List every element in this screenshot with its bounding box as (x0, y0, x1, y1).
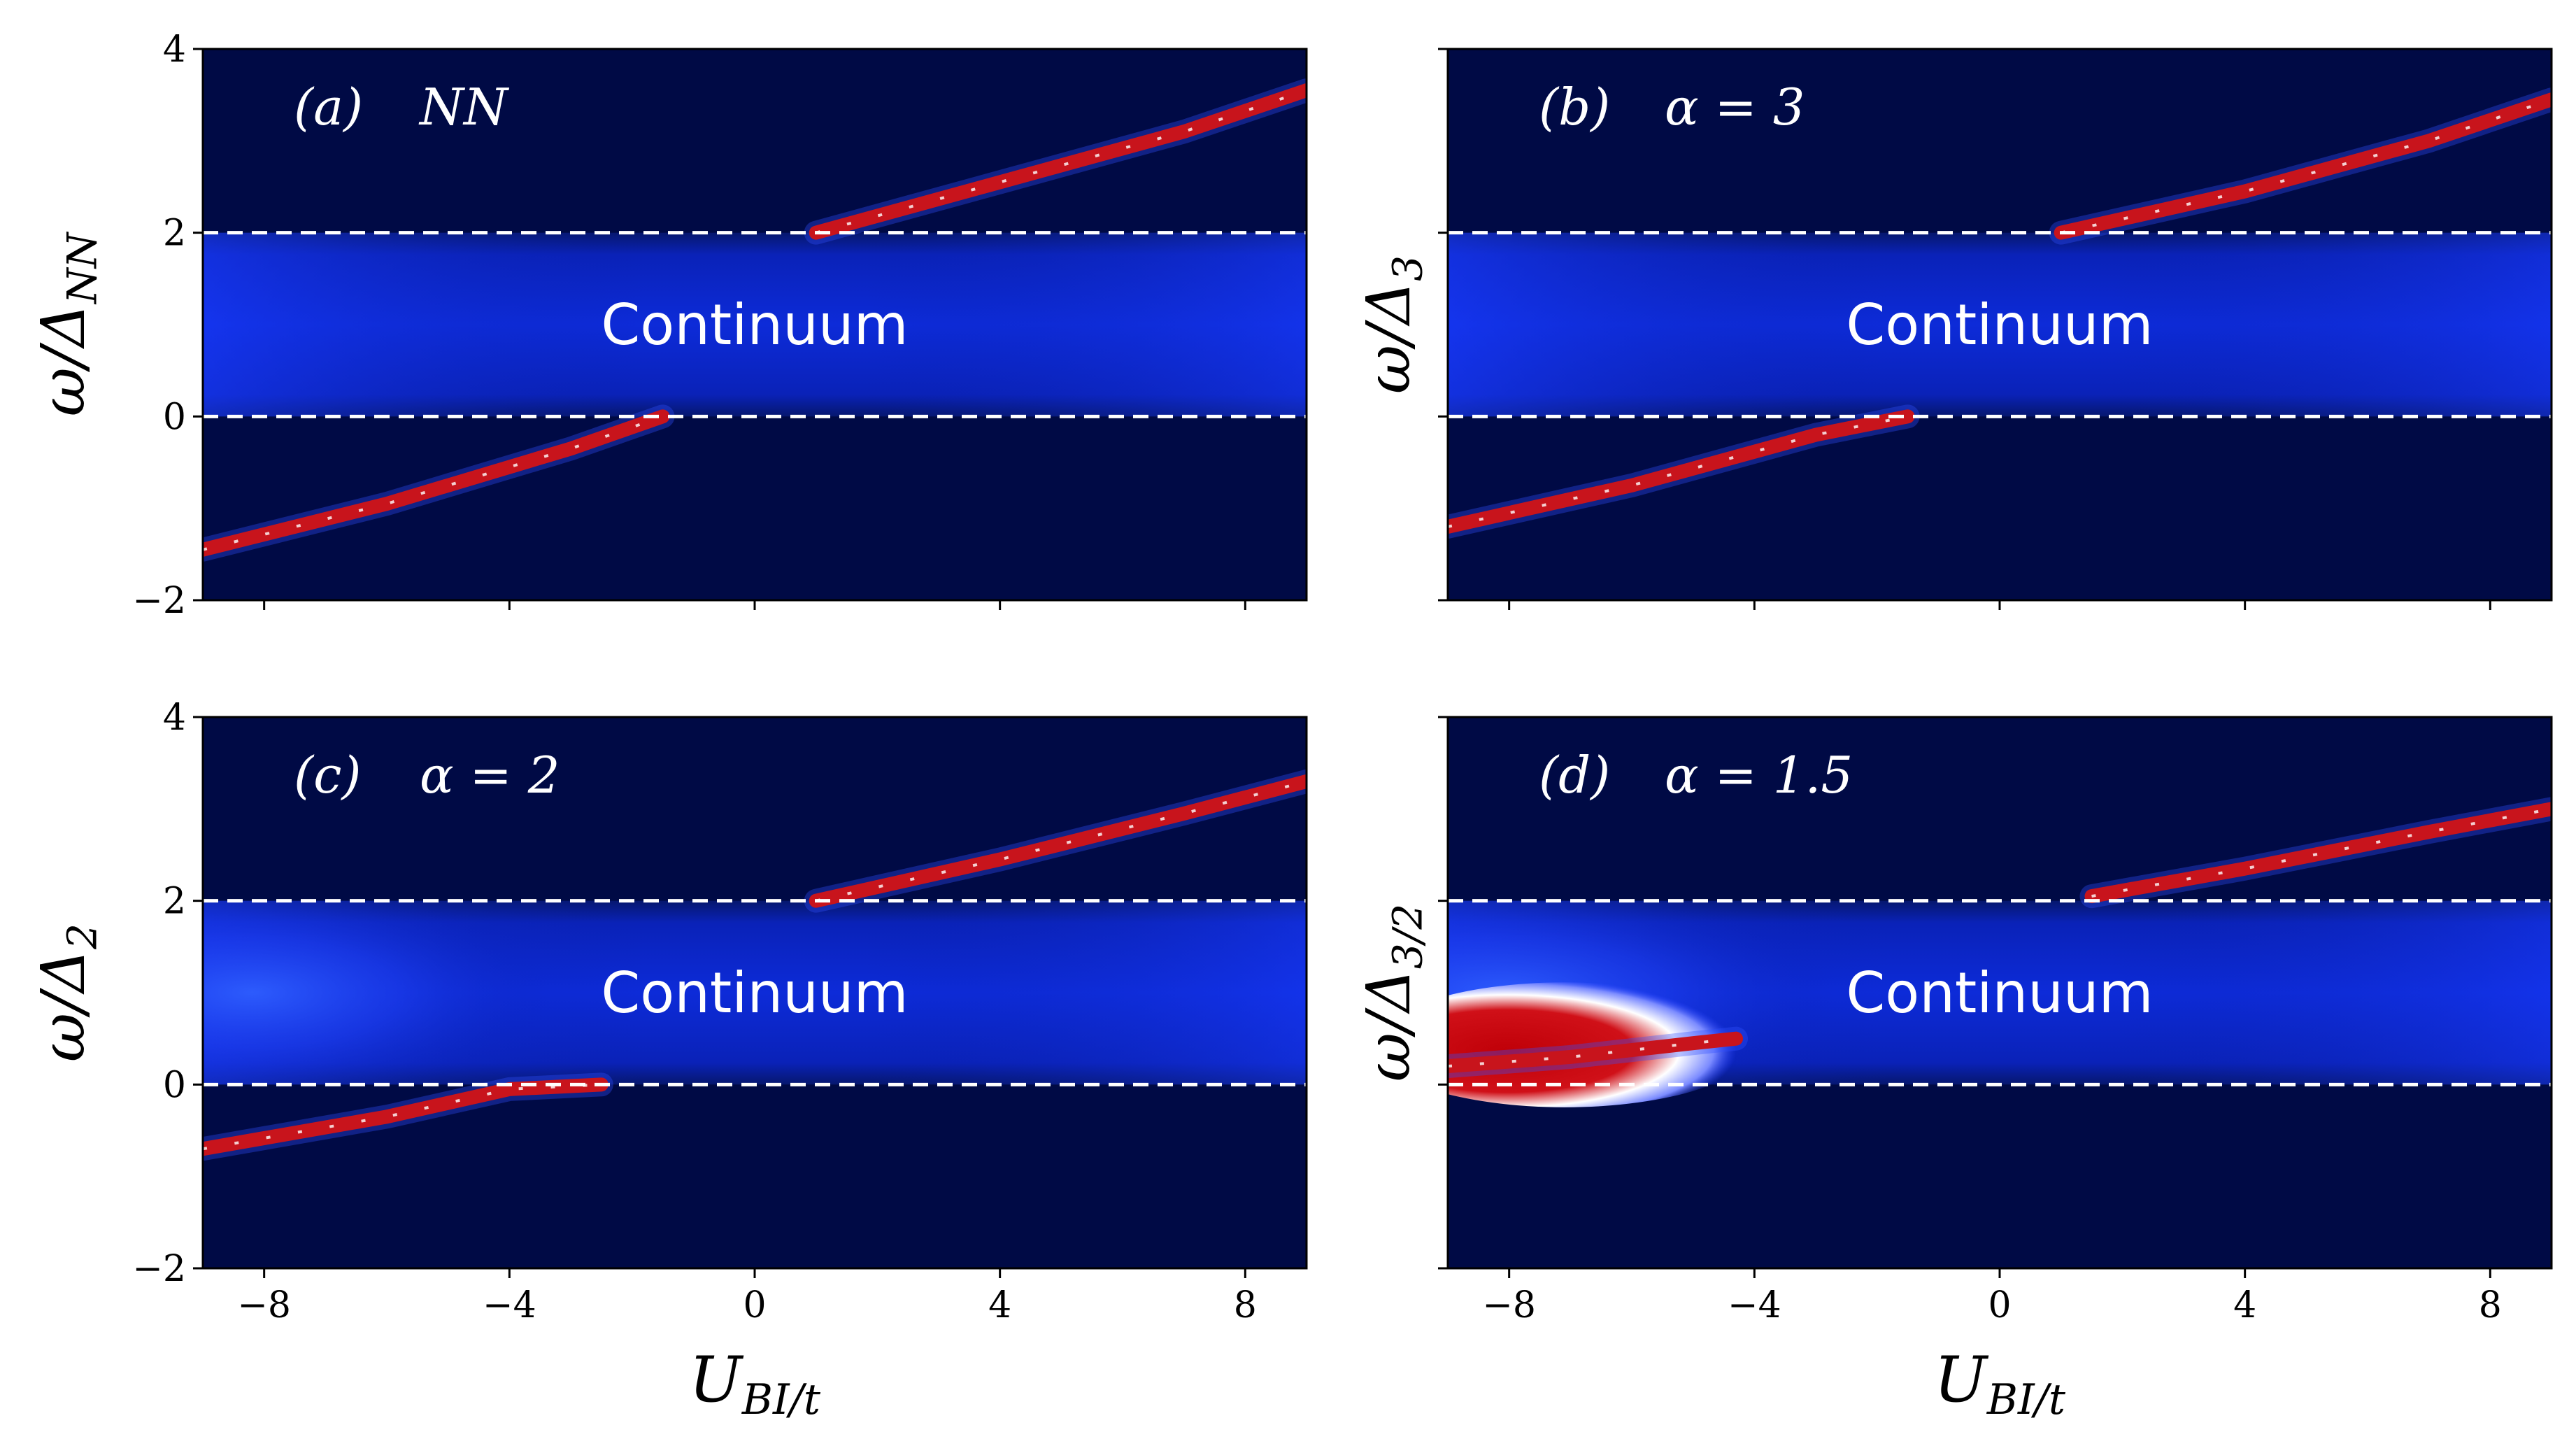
y-axis-label-group: ω/Δ2 (29, 923, 106, 1062)
plot-area (203, 717, 1307, 1268)
panel-label: (c) (294, 746, 362, 804)
panel-annotation: α = 2 (420, 746, 560, 804)
y-tick-label: 2 (163, 213, 186, 255)
panel-annotation: NN (418, 78, 510, 136)
panel-d: −8 −4 0 4 8 (d) α = 1.5 Continuum ω/Δ3/2 UBI/t (1354, 716, 2553, 1424)
y-axis-label: ω/ΔNN (29, 231, 106, 416)
x-tick-label: 4 (2233, 1284, 2256, 1326)
x-tick-label: −8 (237, 1284, 291, 1326)
x-tick-label: 8 (2479, 1284, 2502, 1326)
panel-annotation: α = 1.5 (1665, 746, 1853, 804)
y-tick-label: 2 (163, 881, 186, 923)
y-axis-label: ω/Δ3 (1354, 255, 1431, 394)
continuum-label: Continuum (601, 292, 908, 357)
x-tick-label: −4 (1728, 1284, 1781, 1326)
plot-area (1448, 717, 2552, 1268)
y-axis-label: ω/Δ3/2 (1354, 904, 1431, 1082)
panel-b: (b) α = 3 Continuum ω/Δ3 (1354, 48, 2553, 610)
panel-label: (b) (1539, 78, 1610, 136)
y-tick-label: −2 (132, 580, 186, 622)
continuum-label: Continuum (1846, 292, 2153, 357)
continuum-glow (203, 900, 700, 1085)
x-tick-label: 0 (743, 1284, 766, 1326)
continuum-band-shading (203, 232, 1307, 417)
continuum-label: Continuum (601, 960, 908, 1026)
x-axis-label: UBI/t (689, 1343, 821, 1424)
x-tick-label: 0 (1988, 1284, 2011, 1326)
plot-area (203, 49, 1307, 600)
upper-branch (2054, 92, 2552, 240)
lower-branch (203, 1077, 609, 1156)
lower-branch (1448, 409, 1915, 534)
y-axis-label-group: ω/ΔNN (29, 231, 106, 416)
x-tick-label: 4 (988, 1284, 1011, 1326)
continuum-label: Continuum (1846, 960, 2153, 1026)
y-tick-label: 0 (163, 396, 186, 438)
continuum-band-shading (1448, 232, 2552, 417)
upper-branch (809, 774, 1307, 908)
panel-c: −8 −4 0 4 8 −2 0 2 4 (c) α = 2 Continuum ω/Δ2 UBI/t (29, 697, 1308, 1424)
y-axis-label-group: ω/Δ3/2 (1354, 904, 1431, 1082)
x-tick-label: 8 (1234, 1284, 1257, 1326)
y-tick-label: 0 (163, 1064, 186, 1106)
y-axis-label: ω/Δ2 (29, 923, 106, 1062)
x-axis-label: UBI/t (1934, 1343, 2066, 1424)
plot-area (1448, 49, 2552, 600)
x-tick-label: −4 (483, 1284, 536, 1326)
panel-label: (d) (1539, 746, 1610, 804)
lower-branch (1448, 1031, 1744, 1074)
panel-label: (a) (294, 78, 363, 136)
upper-branch (809, 83, 1307, 240)
panel-annotation: α = 3 (1665, 78, 1805, 136)
panel-a: −2 0 2 4 (a) NN Continuum ω/ΔNN (29, 29, 1308, 622)
x-tick-label: −8 (1482, 1284, 1536, 1326)
y-axis-label-group: ω/Δ3 (1354, 255, 1431, 394)
upper-branch (2084, 802, 2552, 904)
bound-state-spot (1448, 982, 1756, 1107)
lower-branch (203, 409, 670, 557)
y-tick-label: 4 (163, 29, 186, 71)
y-tick-label: 4 (163, 697, 186, 739)
y-tick-label: −2 (132, 1248, 186, 1290)
